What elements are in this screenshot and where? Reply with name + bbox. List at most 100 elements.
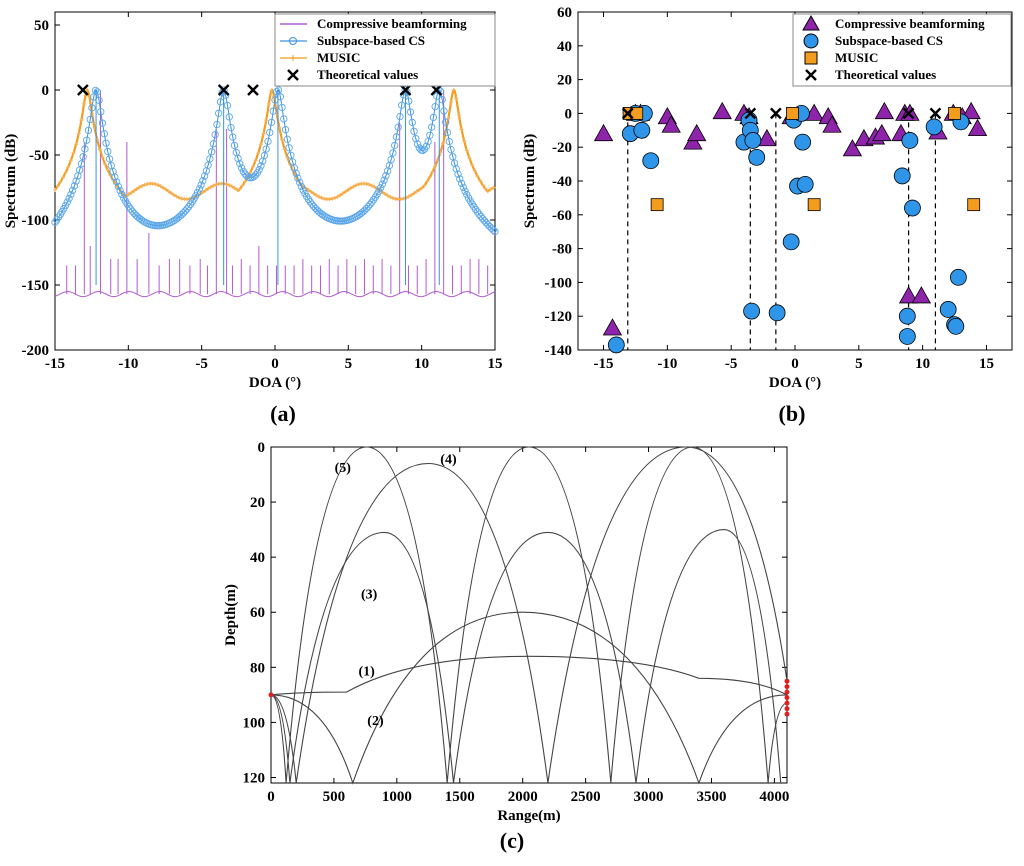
music-point xyxy=(126,192,131,197)
cs-point xyxy=(237,164,246,172)
legend-label: MUSIC xyxy=(835,50,878,65)
legend-marker xyxy=(287,69,299,81)
music-point xyxy=(240,183,245,188)
cs-point xyxy=(285,144,293,152)
cs-point xyxy=(366,200,374,209)
x-tick-label: 2500 xyxy=(571,789,601,805)
cb-triangle-point xyxy=(661,115,681,133)
cb-triangle-point xyxy=(911,286,932,304)
cb-triangle-point xyxy=(872,123,892,142)
cb-triangle-point xyxy=(822,115,842,133)
cs-point xyxy=(260,151,269,160)
cs-point xyxy=(230,141,239,150)
cs-point xyxy=(100,130,108,138)
music-point xyxy=(163,187,168,192)
cs-point xyxy=(97,108,105,116)
cs-point xyxy=(213,120,221,129)
music-point xyxy=(319,195,324,200)
music-point xyxy=(155,183,160,188)
cs-point xyxy=(183,205,191,213)
cs-point xyxy=(70,182,79,190)
y-tick-label: 40 xyxy=(250,550,265,566)
x-tick-label: 500 xyxy=(323,789,346,805)
cs-point xyxy=(429,113,438,122)
panel-a-label: (a) xyxy=(270,401,296,426)
x-tick-label: 1000 xyxy=(382,789,412,805)
cs-circle-point xyxy=(744,132,762,149)
cs-circle-point xyxy=(947,317,965,335)
music-point xyxy=(97,147,102,152)
legend-label: Theoretical values xyxy=(317,67,418,82)
x-tick-label: 3500 xyxy=(696,789,726,805)
legend-entry: Compressive beamforming xyxy=(802,14,985,31)
music-point xyxy=(454,96,459,101)
theory-x-point xyxy=(744,107,757,120)
cs-circle-point xyxy=(796,175,814,193)
ray-label: (5) xyxy=(335,461,352,476)
theory-x-point xyxy=(902,107,915,120)
music-point xyxy=(364,181,369,186)
cb-triangle-point xyxy=(961,101,981,120)
x-axis-label: DOA (°) xyxy=(249,375,301,391)
cs-point xyxy=(292,169,300,177)
music-point xyxy=(243,179,248,184)
cs-point xyxy=(449,153,457,161)
theory-marker xyxy=(399,84,412,96)
plot-frame xyxy=(270,446,788,784)
music-point xyxy=(227,183,232,188)
cs-point xyxy=(200,172,209,180)
x-tick-label: 4000 xyxy=(759,789,789,805)
music-point xyxy=(356,182,361,187)
cs-point xyxy=(67,190,75,199)
cs-point xyxy=(264,137,272,146)
cs-point xyxy=(255,166,263,174)
music-point xyxy=(425,179,430,184)
cs-point xyxy=(380,176,388,184)
music-point xyxy=(142,182,147,187)
cs-point xyxy=(280,115,288,123)
y-tick-label: -50 xyxy=(29,148,49,164)
cs-point xyxy=(63,198,71,206)
cs-point xyxy=(111,173,119,181)
cs-point xyxy=(396,112,404,121)
music-point xyxy=(467,156,472,161)
y-tick-label: -140 xyxy=(545,343,573,359)
cs-point xyxy=(105,155,114,163)
music-point xyxy=(462,138,467,143)
legend-label: Theoretical values xyxy=(835,67,936,82)
cs-point xyxy=(86,115,94,124)
cs-circle-point xyxy=(768,304,786,322)
music-point xyxy=(256,150,261,155)
music-point xyxy=(483,186,488,191)
legend-marker xyxy=(805,69,817,81)
cs-point xyxy=(84,126,93,135)
legend-label: Subspace-based CS xyxy=(835,33,943,48)
music-point xyxy=(269,88,274,93)
music-point xyxy=(369,183,374,188)
cs-point xyxy=(422,142,431,150)
cs-point xyxy=(193,188,202,197)
cs-point xyxy=(195,185,203,193)
music-point xyxy=(105,168,110,173)
y-axis-label: Spectrum (dB) xyxy=(3,134,19,229)
y-tick-label: -100 xyxy=(545,275,573,291)
cs-point xyxy=(65,194,73,203)
cs-circle-point xyxy=(898,328,916,345)
legend-label: Compressive beamforming xyxy=(317,16,467,31)
cs-curve xyxy=(54,89,496,233)
music-point xyxy=(58,180,63,185)
cs-point xyxy=(408,118,416,127)
panel-b-chart: -15 -10 -5 0 5 10 15 -140 -120 -100 -80 -60 -40 -20 0 2… xyxy=(522,5,1013,391)
x-tick-label: 10 xyxy=(915,356,930,372)
y-tick-label: -60 xyxy=(552,208,572,224)
cs-point xyxy=(410,127,418,136)
music-point xyxy=(258,142,263,147)
cs-point xyxy=(427,123,436,131)
y-tick-label: 0 xyxy=(258,440,266,456)
legend-entry: Subspace-based CS xyxy=(280,33,425,48)
cs-point xyxy=(394,123,402,131)
cb-triangle-point xyxy=(687,123,707,142)
music-square-point xyxy=(967,198,981,212)
cs-point xyxy=(207,148,216,156)
